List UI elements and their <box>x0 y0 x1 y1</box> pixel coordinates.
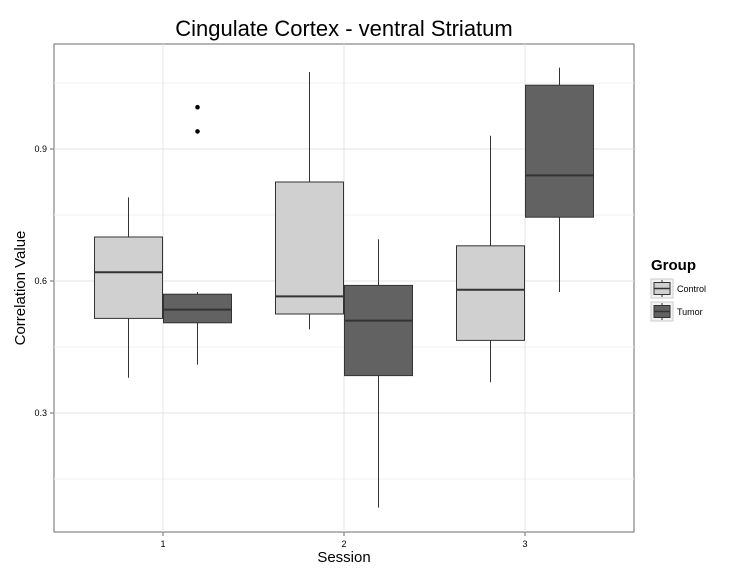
x-tick-label: 2 <box>341 539 346 549</box>
y-axis-title: Correlation Value <box>12 231 29 346</box>
legend-title: Group <box>651 257 696 274</box>
legend: Group Control Tumor <box>650 257 706 322</box>
y-tick-label: 0.3 <box>34 408 47 418</box>
box-body <box>456 245 525 341</box>
legend-item-control: Control <box>650 278 706 299</box>
box-body <box>525 84 594 218</box>
x-axis-title: Session <box>317 549 370 566</box>
box-body <box>94 236 163 319</box>
box-control-session-3 <box>456 135 525 383</box>
box-tumor-session-2 <box>344 239 413 508</box>
box-control-session-2 <box>275 72 344 330</box>
outlier-point <box>195 104 200 110</box>
legend-label: Control <box>677 284 706 294</box>
legend-label: Tumor <box>677 307 703 317</box>
boxes <box>94 67 594 508</box>
box-body <box>163 293 232 324</box>
x-tick-label: 1 <box>160 539 165 549</box>
x-axis-ticks: 1 2 3 <box>160 532 528 549</box>
y-axis-ticks: 0.3 0.6 0.9 <box>34 144 54 418</box>
box-body <box>344 284 413 377</box>
y-tick-label: 0.6 <box>34 276 47 286</box>
box-body <box>275 181 344 315</box>
box-tumor-session-3 <box>525 67 594 292</box>
box-tumor-session-1 <box>163 104 232 365</box>
chart-title: Cingulate Cortex - ventral Striatum <box>175 16 512 41</box>
box-control-session-1 <box>94 197 163 378</box>
y-tick-label: 0.9 <box>34 144 47 154</box>
x-tick-label: 3 <box>522 539 527 549</box>
legend-item-tumor: Tumor <box>650 301 703 322</box>
outlier-point <box>195 129 200 134</box>
